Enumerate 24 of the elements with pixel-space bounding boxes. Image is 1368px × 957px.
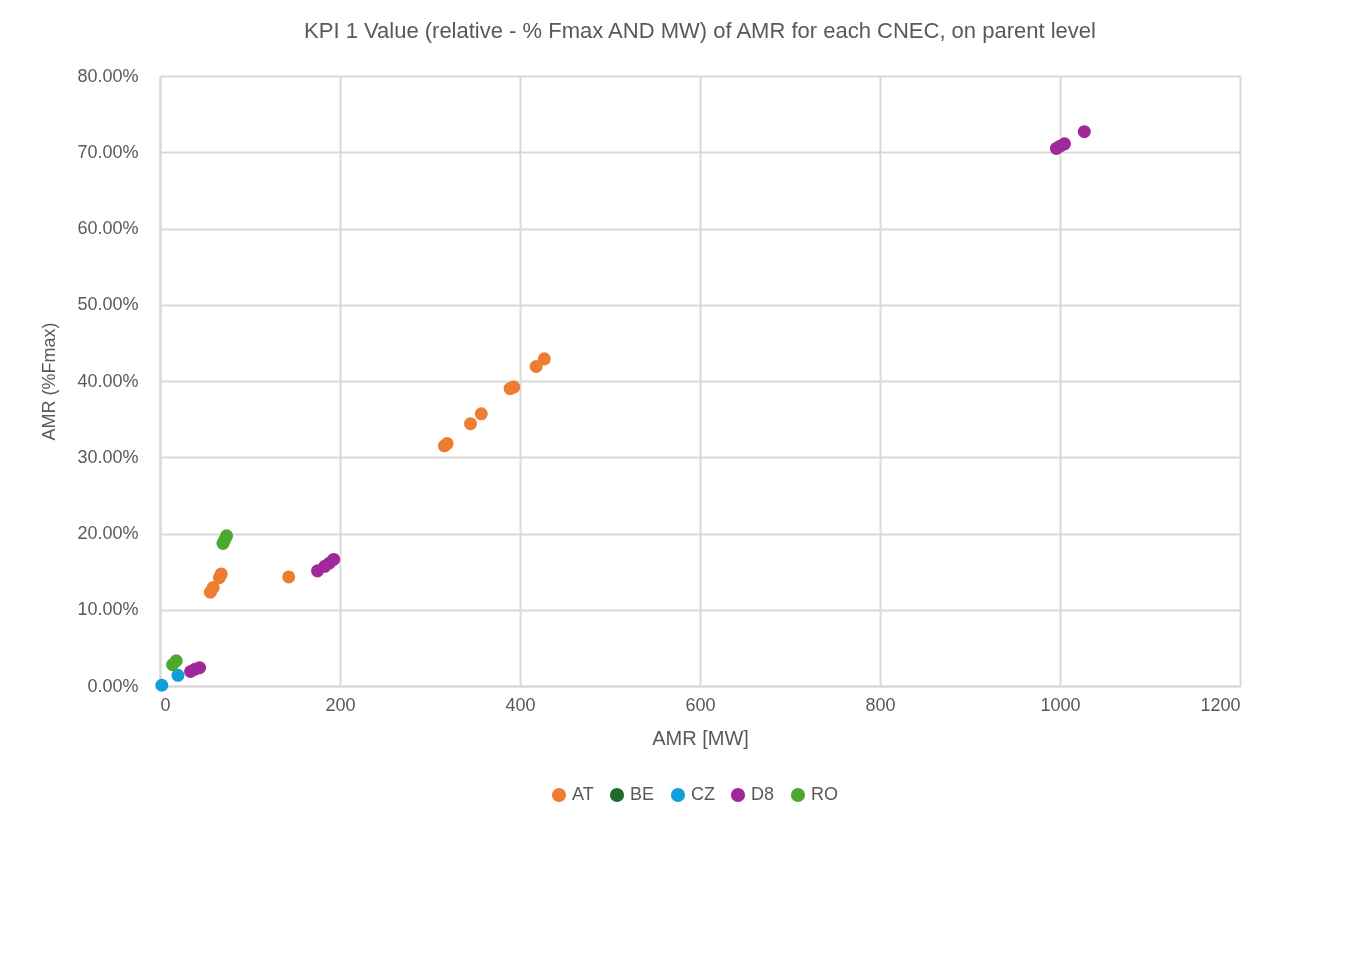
x-tick-label: 600 <box>685 694 716 715</box>
legend-label: RO <box>811 784 838 804</box>
y-tick-label: 50.00% <box>77 294 139 315</box>
y-tick-label: 10.00% <box>77 599 139 620</box>
x-tick-label: 1000 <box>1040 694 1081 715</box>
x-tick-label: 800 <box>865 694 896 715</box>
x-tick-label: 400 <box>505 694 536 715</box>
x-tick-label: 0 <box>160 694 171 715</box>
y-axis-title: AMR (%Fmax) <box>39 322 60 441</box>
x-tick-label: 1200 <box>1200 694 1241 715</box>
legend-label: CZ <box>691 784 715 804</box>
legend-label: D8 <box>751 784 775 804</box>
y-tick-label: 80.00% <box>77 65 139 86</box>
y-tick-label: 40.00% <box>77 370 139 391</box>
x-tick-label: 200 <box>325 694 356 715</box>
y-tick-label: 60.00% <box>77 218 139 238</box>
y-tick-label: 70.00% <box>77 141 139 162</box>
legend-label: AT <box>572 784 594 804</box>
legend-label: BE <box>630 784 655 804</box>
y-tick-label: 20.00% <box>77 523 139 543</box>
y-tick-label: 30.00% <box>77 446 139 467</box>
chart-title: KPI 1 Value (relative - % Fmax AND MW) of AMR for each CNEC, on parent level <box>304 18 1096 43</box>
y-tick-label: 0.00% <box>87 675 139 696</box>
x-axis-title: AMR [MW] <box>652 726 749 749</box>
